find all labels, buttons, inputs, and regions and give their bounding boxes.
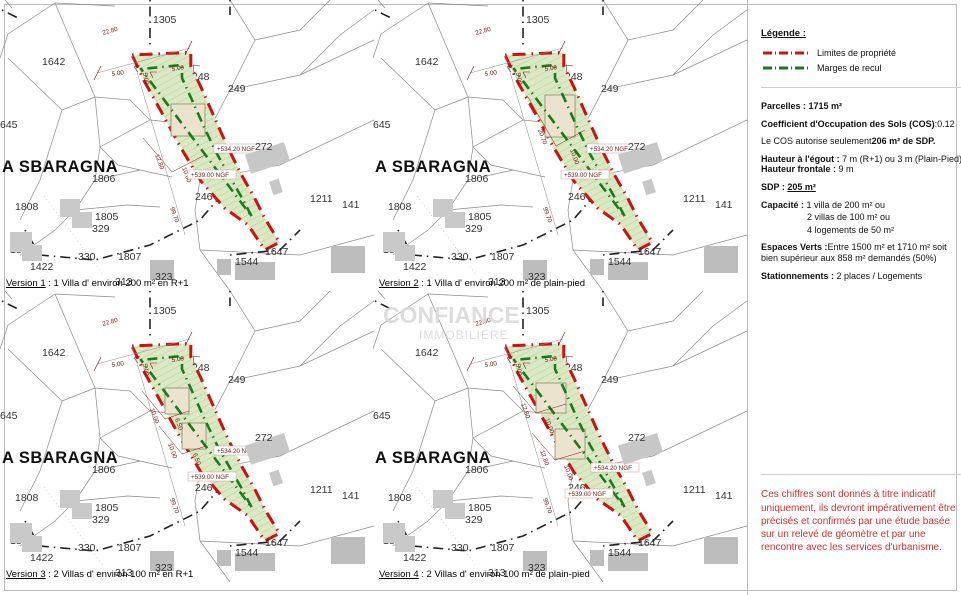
- svg-text:1642: 1642: [42, 56, 66, 68]
- svg-text:1305: 1305: [153, 305, 177, 317]
- svg-text:22.80: 22.80: [102, 317, 120, 328]
- svg-text:1544: 1544: [235, 256, 259, 268]
- svg-text:+539.00 NGF: +539.00 NGF: [191, 172, 229, 179]
- svg-text:1211: 1211: [683, 484, 706, 496]
- svg-text:1642: 1642: [415, 56, 439, 68]
- svg-text:1422: 1422: [30, 261, 54, 273]
- svg-text:645: 645: [0, 410, 18, 422]
- svg-text:1647: 1647: [638, 537, 662, 549]
- svg-text:249: 249: [228, 83, 246, 95]
- svg-text:5.00: 5.00: [484, 69, 498, 78]
- svg-text:1544: 1544: [235, 547, 259, 559]
- svg-text:1544: 1544: [608, 547, 632, 559]
- svg-text:+539.00 NGF: +539.00 NGF: [191, 474, 229, 481]
- svg-text:249: 249: [228, 374, 246, 386]
- svg-text:249: 249: [601, 83, 619, 95]
- svg-text:645: 645: [0, 119, 18, 131]
- svg-text:1807: 1807: [491, 251, 515, 263]
- svg-text:1211: 1211: [310, 484, 333, 496]
- svg-text:1806: 1806: [465, 464, 489, 476]
- svg-text:1642: 1642: [42, 347, 66, 359]
- svg-text:+534.20 NGF: +534.20 NGF: [590, 146, 628, 153]
- svg-text:IMMOBILIERE: IMMOBILIERE: [419, 328, 509, 342]
- svg-text:10.00: 10.00: [166, 442, 178, 460]
- svg-text:CONFIANCE: CONFIANCE: [383, 302, 520, 328]
- svg-text:1808: 1808: [15, 201, 39, 213]
- svg-text:272: 272: [255, 141, 273, 153]
- svg-text:99.70: 99.70: [168, 497, 180, 515]
- svg-text:+539.00 NGF: +539.00 NGF: [568, 491, 606, 498]
- svg-text:645: 645: [373, 410, 391, 422]
- svg-text:330: 330: [78, 542, 96, 554]
- svg-text:1807: 1807: [118, 542, 142, 554]
- svg-text:5.00: 5.00: [111, 360, 125, 369]
- svg-text:5.00: 5.00: [141, 72, 150, 86]
- svg-text:246: 246: [195, 482, 213, 494]
- svg-text:1806: 1806: [465, 173, 489, 185]
- svg-text:141: 141: [342, 199, 360, 211]
- svg-text:1808: 1808: [388, 492, 412, 504]
- svg-text:99.70: 99.70: [168, 206, 180, 224]
- svg-text:1647: 1647: [265, 246, 289, 258]
- svg-text:1305: 1305: [526, 14, 550, 26]
- svg-text:5.00: 5.00: [141, 363, 150, 377]
- svg-text:+534.20 NGF: +534.20 NGF: [594, 465, 632, 472]
- svg-text:5.00: 5.00: [514, 363, 523, 377]
- svg-text:1211: 1211: [683, 193, 706, 205]
- svg-text:1647: 1647: [265, 537, 289, 549]
- svg-text:5.00: 5.00: [484, 360, 498, 369]
- svg-text:330: 330: [451, 542, 469, 554]
- svg-text:99.70: 99.70: [541, 206, 553, 224]
- svg-text:1211: 1211: [310, 193, 333, 205]
- svg-text:1805: 1805: [95, 211, 119, 223]
- svg-text:1805: 1805: [95, 502, 119, 514]
- svg-text:1422: 1422: [403, 261, 427, 273]
- svg-text:246: 246: [195, 191, 213, 203]
- svg-text:1305: 1305: [526, 305, 550, 317]
- svg-text:1808: 1808: [388, 201, 412, 213]
- svg-text:272: 272: [628, 432, 646, 444]
- svg-text:22.80: 22.80: [102, 26, 120, 37]
- svg-text:22.80: 22.80: [475, 26, 493, 37]
- svg-text:330: 330: [451, 251, 469, 263]
- svg-text:329: 329: [465, 514, 483, 526]
- svg-text:1642: 1642: [415, 347, 439, 359]
- svg-text:329: 329: [465, 223, 483, 235]
- svg-text:1805: 1805: [468, 211, 492, 223]
- svg-text:272: 272: [255, 432, 273, 444]
- svg-text:1806: 1806: [92, 173, 116, 185]
- svg-text:1806: 1806: [92, 464, 116, 476]
- svg-text:246: 246: [568, 191, 586, 203]
- svg-text:141: 141: [715, 490, 733, 502]
- svg-text:1422: 1422: [403, 552, 427, 564]
- svg-text:1807: 1807: [491, 542, 515, 554]
- svg-text:10.00: 10.00: [148, 407, 160, 425]
- svg-text:99.70: 99.70: [541, 497, 553, 515]
- svg-text:141: 141: [342, 490, 360, 502]
- svg-text:1807: 1807: [118, 251, 142, 263]
- svg-text:1808: 1808: [15, 492, 39, 504]
- svg-text:1805: 1805: [468, 502, 492, 514]
- svg-text:249: 249: [601, 374, 619, 386]
- svg-text:1422: 1422: [30, 552, 54, 564]
- svg-text:1647: 1647: [638, 246, 662, 258]
- svg-text:272: 272: [628, 141, 646, 153]
- svg-text:+539.00 NGF: +539.00 NGF: [564, 172, 602, 179]
- svg-text:141: 141: [715, 199, 733, 211]
- svg-text:1544: 1544: [608, 256, 632, 268]
- svg-text:+534.20 NGF: +534.20 NGF: [217, 146, 255, 153]
- svg-text:330: 330: [78, 251, 96, 263]
- svg-text:645: 645: [373, 119, 391, 131]
- svg-text:5.00: 5.00: [514, 72, 523, 86]
- svg-text:329: 329: [92, 514, 110, 526]
- svg-text:1305: 1305: [153, 14, 177, 26]
- svg-text:329: 329: [92, 223, 110, 235]
- svg-text:5.00: 5.00: [111, 69, 125, 78]
